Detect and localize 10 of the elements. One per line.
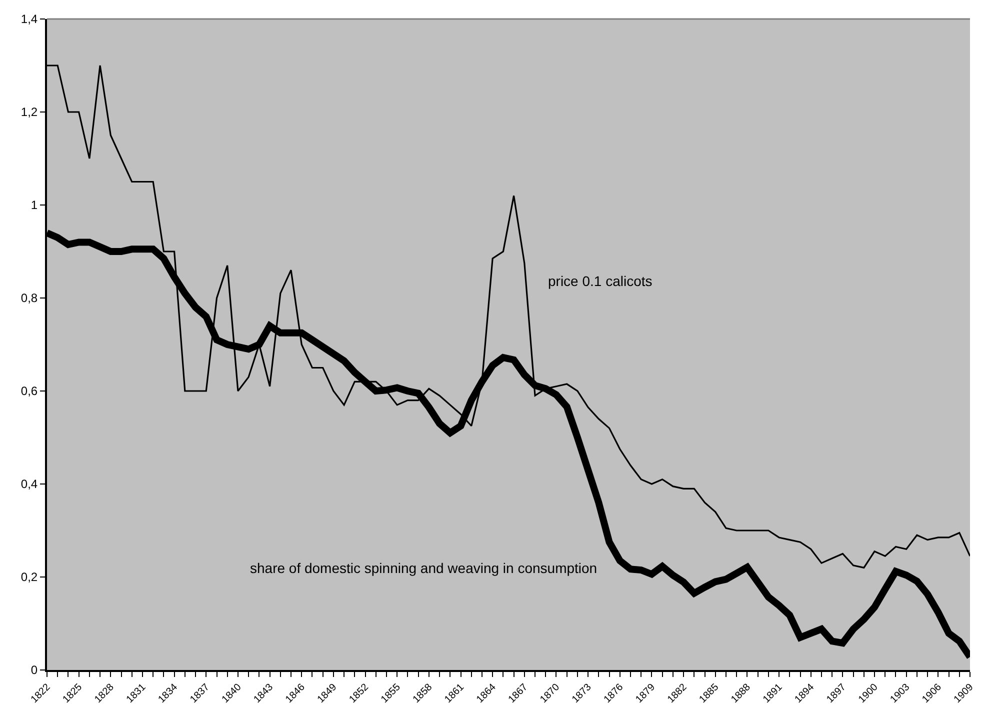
y-tick-label: 1,2	[20, 105, 38, 120]
y-tick-label: 1,4	[20, 12, 38, 26]
series-label: price 0.1 calicots	[548, 273, 652, 289]
series-label: share of domestic spinning and weaving in consumption	[250, 560, 598, 576]
y-tick-label: 0,4	[20, 477, 38, 492]
y-tick-label: 0,6	[20, 384, 38, 398]
y-tick-label: 0	[30, 663, 38, 678]
y-tick-label: 0,8	[20, 291, 38, 306]
y-tick-label: 1	[30, 198, 38, 212]
y-tick-label: 0,2	[20, 570, 38, 584]
